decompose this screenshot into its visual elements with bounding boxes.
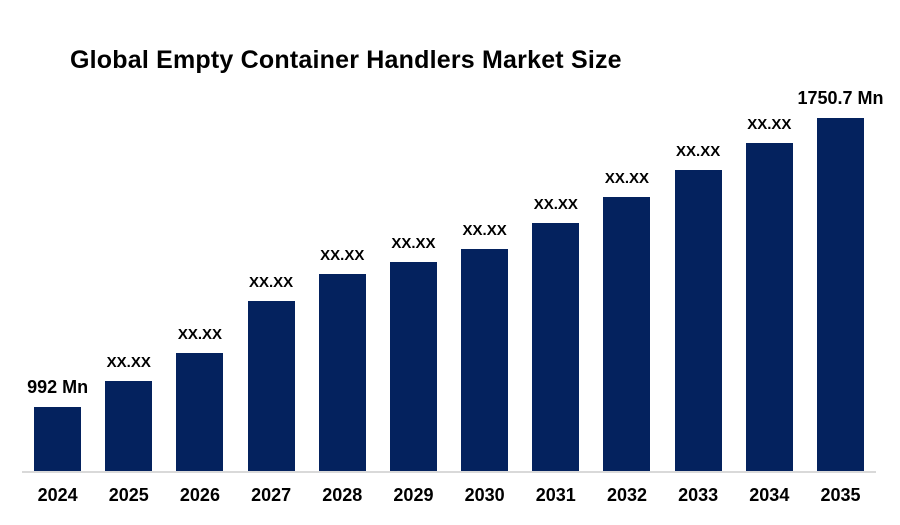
bar-2031 xyxy=(532,223,580,471)
x-tick-label-2034: 2034 xyxy=(749,485,790,505)
value-label-2027: XX.XX xyxy=(249,274,294,291)
bar-column-2027: XX.XX 2027 xyxy=(236,80,307,505)
x-tick-label-2027: 2027 xyxy=(251,485,292,505)
bar-column-2032: XX.XX 2032 xyxy=(591,80,662,505)
x-tick-label-2030: 2030 xyxy=(464,485,505,505)
value-label-2029: XX.XX xyxy=(391,235,436,252)
year-cell-2032: 2032 xyxy=(607,471,647,505)
year-cell-2034: 2034 xyxy=(749,471,789,505)
x-tick-label-2026: 2026 xyxy=(179,485,220,505)
year-cell-2025: 2025 xyxy=(109,471,149,505)
x-tick-label-2025: 2025 xyxy=(108,485,149,505)
year-cell-2035: 2035 xyxy=(820,471,860,505)
bar-column-2033: XX.XX 2033 xyxy=(663,80,734,505)
bar-2032 xyxy=(603,197,651,471)
x-tick-label-2035: 2035 xyxy=(820,485,861,505)
bar-2030 xyxy=(461,249,509,471)
year-cell-2026: 2026 xyxy=(180,471,220,505)
bar-2026 xyxy=(176,353,224,471)
value-label-2033: XX.XX xyxy=(676,143,721,160)
x-tick-label-2024: 2024 xyxy=(37,485,78,505)
year-cell-2027: 2027 xyxy=(251,471,291,505)
year-cell-2033: 2033 xyxy=(678,471,718,505)
value-label-2025: XX.XX xyxy=(106,354,151,371)
value-label-2024: 992 Mn xyxy=(27,377,89,397)
bar-column-2024: 992 Mn 2024 xyxy=(22,80,93,506)
year-cell-2029: 2029 xyxy=(393,471,433,505)
bar-2024 xyxy=(34,407,82,471)
bar-2025 xyxy=(105,381,153,471)
value-label-2030: XX.XX xyxy=(462,222,507,239)
bar-2027 xyxy=(247,301,295,471)
bar-2035 xyxy=(816,118,864,471)
value-label-2026: XX.XX xyxy=(177,326,223,343)
x-axis-line xyxy=(22,471,876,473)
value-label-2031: XX.XX xyxy=(533,196,578,213)
x-tick-label-2031: 2031 xyxy=(535,485,576,505)
year-cell-2028: 2028 xyxy=(322,471,362,505)
bar-column-2031: XX.XX 2031 xyxy=(520,80,591,505)
bar-column-2034: XX.XX 2034 xyxy=(734,80,805,505)
bar-column-2028: XX.XX 2028 xyxy=(307,80,378,505)
bar-2029 xyxy=(389,262,437,471)
x-tick-label-2029: 2029 xyxy=(393,485,434,505)
bar-column-2025: XX.XX 2025 xyxy=(93,80,164,505)
value-label-2034: XX.XX xyxy=(747,116,792,133)
bar-column-2035: 1750.7 Mn 2035 xyxy=(797,80,883,506)
bar-column-2029: XX.XX 2029 xyxy=(378,80,449,505)
value-label-2032: XX.XX xyxy=(604,170,650,187)
bar-2028 xyxy=(318,274,366,471)
bar-column-2026: XX.XX 2026 xyxy=(164,80,235,505)
bar-2033 xyxy=(674,170,722,471)
x-tick-label-2032: 2032 xyxy=(606,485,647,505)
value-label-2028: XX.XX xyxy=(320,247,365,264)
year-cell-2030: 2030 xyxy=(465,471,505,505)
year-cell-2024: 2024 xyxy=(38,471,78,505)
value-label-2035: 1750.7 Mn xyxy=(797,88,884,108)
year-cell-2031: 2031 xyxy=(536,471,576,505)
x-tick-label-2033: 2033 xyxy=(678,485,719,505)
bar-column-2030: XX.XX 2030 xyxy=(449,80,520,505)
x-tick-label-2028: 2028 xyxy=(322,485,363,505)
bar-plot-area: 992 Mn 2024 XX.XX 2025 XX.XX 2026 XX.XX 2027 XX.… xyxy=(22,80,884,506)
chart-title: Global Empty Container Handlers Market S… xyxy=(70,46,622,74)
bar-2034 xyxy=(745,143,793,471)
